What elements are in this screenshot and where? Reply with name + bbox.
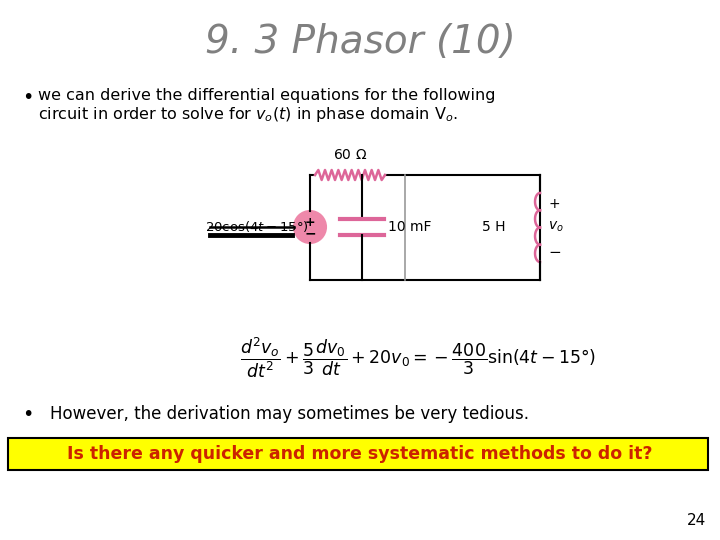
Text: •: • — [22, 405, 33, 424]
Text: −: − — [304, 226, 316, 240]
Text: $v_o$: $v_o$ — [548, 220, 564, 234]
Text: 24: 24 — [687, 513, 706, 528]
Text: Is there any quicker and more systematic methods to do it?: Is there any quicker and more systematic… — [67, 445, 653, 463]
Text: 60 $\Omega$: 60 $\Omega$ — [333, 148, 367, 162]
Text: −: − — [548, 245, 561, 260]
Text: 5 H: 5 H — [482, 220, 505, 234]
Text: •: • — [22, 88, 33, 107]
Text: $\dfrac{d^2v_o}{dt^2}+\dfrac{5}{3}\dfrac{dv_0}{dt}+20v_0=-\dfrac{400}{3}\sin(4t-: $\dfrac{d^2v_o}{dt^2}+\dfrac{5}{3}\dfrac… — [240, 336, 596, 380]
Text: 9. 3 Phasor (10): 9. 3 Phasor (10) — [204, 23, 516, 61]
Circle shape — [294, 211, 326, 243]
Text: 10 mF: 10 mF — [388, 220, 431, 234]
Text: +: + — [305, 217, 315, 230]
Text: circuit in order to solve for $v_o(t)$ in phase domain $\mathrm{V}_o$.: circuit in order to solve for $v_o(t)$ i… — [38, 105, 458, 124]
Text: However, the derivation may sometimes be very tedious.: However, the derivation may sometimes be… — [50, 405, 529, 423]
FancyBboxPatch shape — [8, 438, 708, 470]
Text: we can derive the differential equations for the following: we can derive the differential equations… — [38, 88, 495, 103]
Text: $20\cos(4t - 15°)$: $20\cos(4t - 15°)$ — [205, 219, 309, 233]
Text: +: + — [548, 197, 559, 211]
